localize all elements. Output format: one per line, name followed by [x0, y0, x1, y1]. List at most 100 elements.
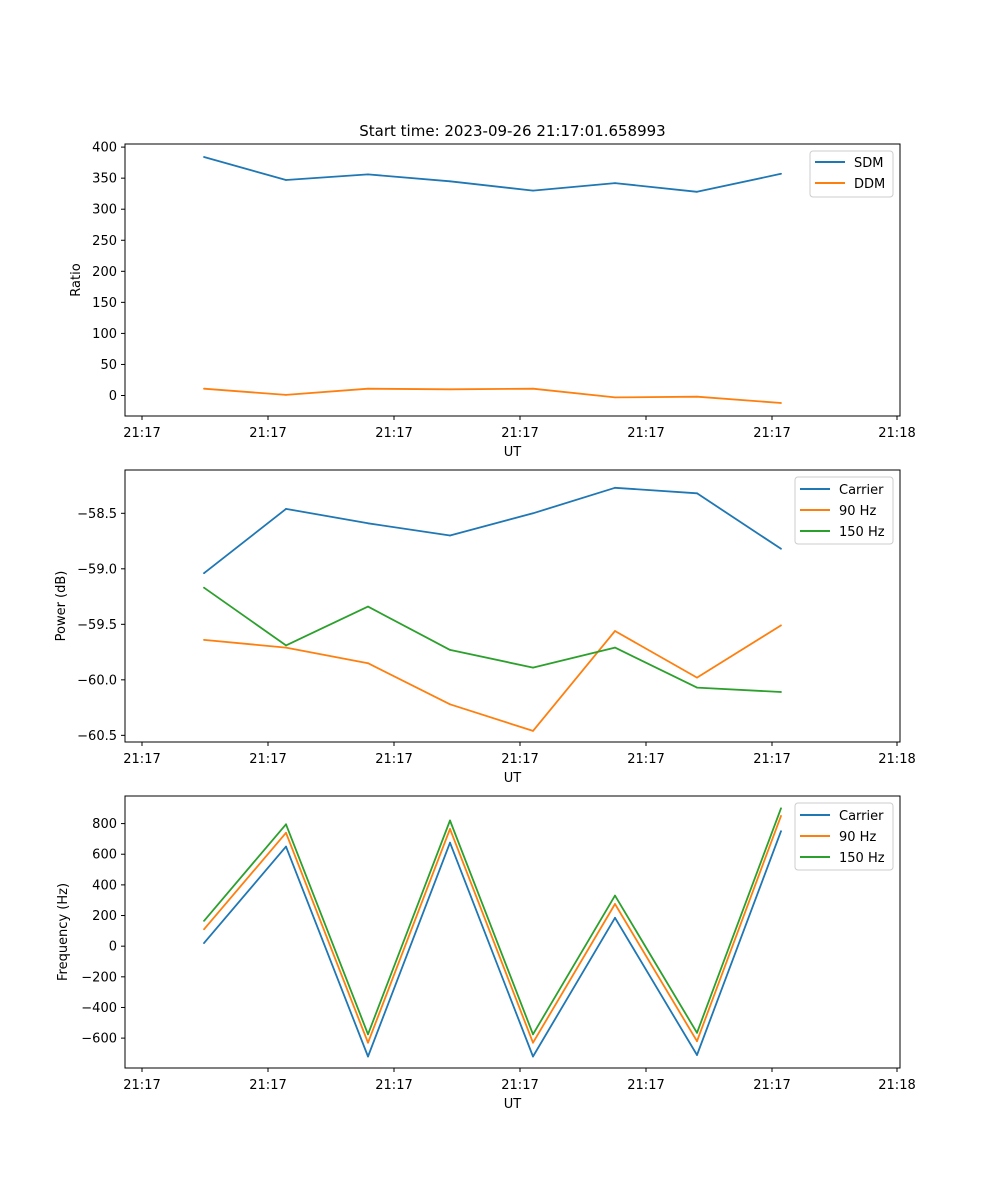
legend-box	[794, 476, 894, 545]
data-point	[614, 630, 616, 632]
series-line-150-hz	[203, 807, 782, 1036]
data-point	[532, 1033, 534, 1036]
y-tick-label: 0	[109, 940, 117, 955]
data-point	[285, 394, 287, 396]
series-line-90-hz	[203, 624, 782, 732]
data-point	[367, 173, 369, 176]
legend-label: SDM	[854, 156, 883, 171]
x-tick-label: 21:17	[375, 426, 412, 441]
y-tick-label: 150	[92, 296, 117, 311]
data-point	[449, 841, 451, 844]
data-point	[696, 395, 698, 398]
data-point	[696, 190, 698, 193]
data-point	[614, 646, 616, 649]
data-point	[780, 624, 782, 627]
data-point	[532, 1041, 534, 1044]
frequency-frame	[124, 795, 901, 1069]
x-tick-label: 21:17	[627, 426, 664, 441]
y-axis-label: Power (dB)	[54, 571, 69, 642]
data-point	[285, 179, 287, 181]
panel-power: 21:17 21:17 21:17 21:17 21:17 21:17 21:18 −60.5…	[54, 469, 916, 786]
legend-label: 90 Hz	[839, 830, 876, 845]
data-point	[780, 807, 782, 810]
x-tick-label: 21:17	[501, 1078, 538, 1093]
data-point	[449, 703, 451, 706]
data-point	[532, 666, 534, 669]
data-point	[285, 823, 287, 826]
series-line-sdm	[203, 156, 782, 193]
legend-label: 150 Hz	[839, 851, 885, 866]
x-tick-label: 21:17	[753, 1078, 790, 1093]
y-tick-label: −60.5	[77, 729, 117, 744]
x-tick-label: 21:17	[627, 752, 664, 767]
legend: SDM DDM	[809, 150, 894, 198]
panel-frequency: 21:17 21:17 21:17 21:17 21:17 21:17 21:18 −600 −…	[56, 795, 916, 1112]
x-tick-label: 21:17	[753, 426, 790, 441]
data-point	[696, 492, 698, 495]
x-tick-label: 21:17	[123, 1078, 160, 1093]
data-point	[449, 819, 451, 822]
y-tick-label: 300	[92, 203, 117, 218]
y-tick-label: 250	[92, 234, 117, 249]
legend-label: DDM	[854, 177, 885, 192]
x-tick-label: 21:17	[753, 752, 790, 767]
data-point	[449, 534, 451, 537]
ratio-frame	[124, 143, 901, 417]
x-axis-label: UT	[504, 771, 522, 786]
x-tick-label: 21:17	[249, 426, 286, 441]
power-plot	[203, 486, 782, 732]
data-point	[203, 920, 205, 922]
y-tick-label: 600	[92, 848, 117, 863]
data-point	[614, 916, 616, 919]
x-tick-label: 21:17	[501, 752, 538, 767]
y-tick-label: 0	[109, 389, 117, 404]
y-tick-label: 400	[92, 141, 117, 156]
data-point	[449, 828, 451, 830]
x-axis-label: UT	[504, 1097, 522, 1112]
data-point	[367, 1055, 369, 1058]
data-point	[367, 1033, 369, 1036]
data-point	[532, 189, 534, 192]
data-point	[203, 942, 205, 944]
chart-title: Start time: 2023-09-26 21:17:01.658993	[359, 122, 665, 140]
data-point	[203, 156, 205, 158]
y-tick-label: −58.5	[77, 507, 117, 522]
legend-box	[794, 802, 894, 871]
data-point	[285, 845, 287, 848]
y-tick-label: −400	[81, 1001, 117, 1016]
ratio-axes: 21:17 21:17 21:17 21:17 21:17 21:17 21:18 0 50 10…	[92, 141, 916, 441]
data-point	[203, 928, 205, 931]
x-tick-label: 21:18	[878, 1078, 915, 1093]
legend-label: 90 Hz	[839, 504, 876, 519]
frequency-plot	[203, 807, 782, 1058]
y-axis-label: Frequency (Hz)	[56, 883, 71, 981]
y-tick-label: 200	[92, 265, 117, 280]
y-tick-label: 350	[92, 172, 117, 187]
data-point	[614, 182, 616, 185]
data-point	[367, 605, 369, 608]
legend: Carrier 90 Hz 150 Hz	[794, 802, 894, 871]
data-point	[780, 691, 782, 693]
data-point	[696, 1054, 698, 1056]
data-point	[696, 1031, 698, 1034]
x-tick-label: 21:17	[123, 752, 160, 767]
data-point	[285, 644, 287, 647]
x-tick-label: 21:17	[501, 426, 538, 441]
series-line-carrier	[203, 486, 782, 574]
data-point	[203, 572, 205, 575]
x-tick-label: 21:18	[878, 752, 915, 767]
data-point	[532, 730, 534, 732]
y-axis-label: Ratio	[69, 263, 84, 296]
data-point	[696, 686, 698, 689]
data-point	[203, 639, 205, 641]
data-point	[696, 676, 698, 679]
x-tick-label: 21:17	[627, 1078, 664, 1093]
legend-label: Carrier	[839, 809, 884, 824]
series-line-150-hz	[203, 586, 782, 693]
data-point	[696, 1040, 698, 1043]
data-point	[367, 662, 369, 665]
x-tick-label: 21:17	[249, 1078, 286, 1093]
y-tick-label: 800	[92, 817, 117, 832]
data-point	[285, 646, 287, 649]
